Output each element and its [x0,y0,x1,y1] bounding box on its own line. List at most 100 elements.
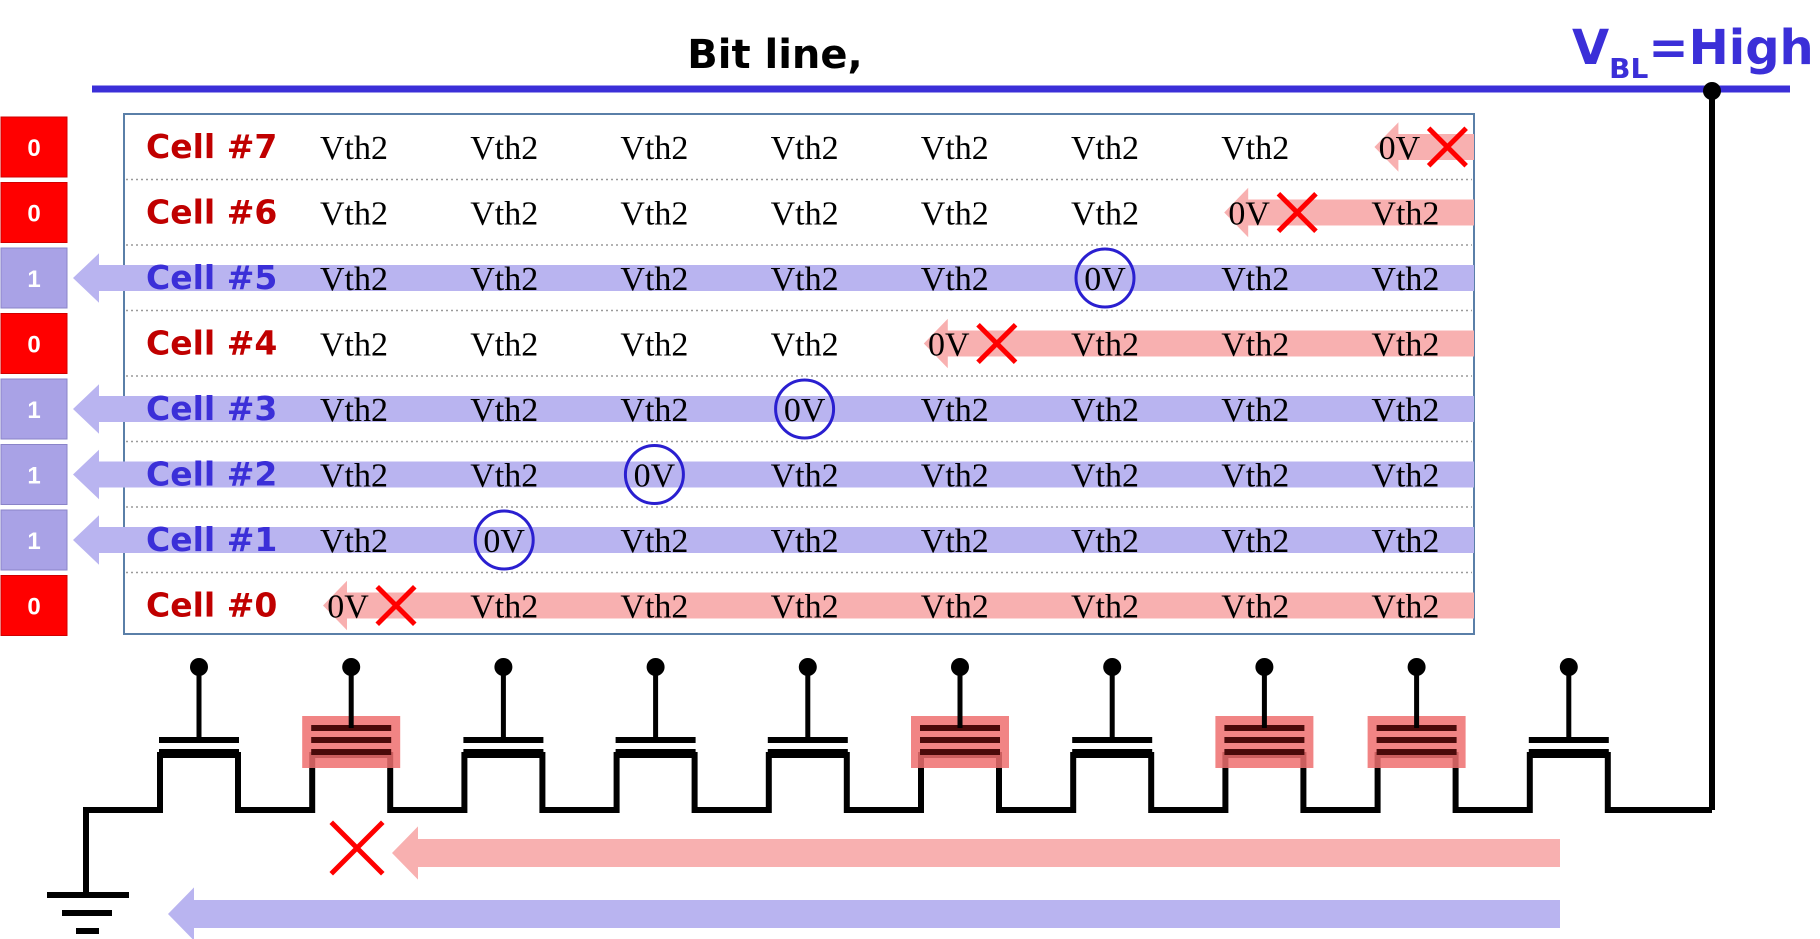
cell-voltage: Vth2 [1371,196,1439,233]
cell-voltage: Vth2 [620,130,688,167]
cell-label: Cell #4 [146,324,277,363]
cell-label: Cell #5 [146,258,277,297]
transistor [159,658,239,755]
cell-voltage: 0V [1379,130,1421,167]
cell-label: Cell #0 [146,586,277,625]
cell-voltage: Vth2 [1221,130,1289,167]
cell-voltage: Vth2 [1071,196,1139,233]
bit-value: 0 [27,594,40,621]
cell-voltage: Vth2 [470,130,538,167]
cell-voltage: Vth2 [1071,523,1139,560]
cell-voltage: Vth2 [470,327,538,364]
transistor [615,658,696,755]
cell-label: Cell #3 [146,389,277,428]
conducting-path-arrow [73,384,1474,434]
cell-voltage: Vth2 [1221,261,1289,298]
conducting-path-arrow [73,449,1474,500]
bit-box: 0 [0,575,68,636]
gate-plate [920,737,1000,743]
bit-value: 1 [27,266,40,293]
bit-box-bg [0,444,68,505]
cell-voltage: Vth2 [1071,458,1139,495]
gate-terminal-dot [190,658,208,676]
cell-voltage: Vth2 [470,196,538,233]
cell-row: Cell #2 Vth2 Vth2 0V Vth2 Vth2 Vth2 Vth2 Vth2 [73,444,1474,505]
cell-voltage: Vth2 [771,196,839,233]
gate-terminal-dot [1255,658,1274,676]
transistor [1528,658,1609,755]
cross-stroke [375,584,417,627]
cell-voltage: Vth2 [320,327,388,364]
bit-box: 0 [0,116,68,178]
bit-box-bg [0,313,68,374]
bit-box: 1 [0,378,68,440]
cell-voltage: Vth2 [1071,589,1139,626]
bit-box-bg [0,509,68,571]
cell-voltage: Vth2 [1221,327,1289,364]
bit-box: 0 [0,313,68,374]
vbl-symbol: V [1572,20,1609,76]
cell-voltage: Vth2 [1371,392,1439,429]
cell-voltage: Vth2 [771,523,839,560]
bit-value: 1 [27,397,40,424]
cell-voltage: Vth2 [771,261,839,298]
cell-voltage: Vth2 [620,327,688,364]
cell-voltage: Vth2 [320,196,388,233]
bit-box-bg [0,378,68,440]
transistor [463,658,544,755]
transistor [1072,658,1153,755]
cell-row: Cell #1 Vth2 0V Vth2 Vth2 Vth2 Vth2 Vth2 Vth2 [73,509,1474,571]
transistor [1215,658,1314,768]
bit-value: 1 [27,528,40,555]
conducting-current-arrow [168,887,1560,939]
gate-plate [1072,749,1153,755]
transistor [911,658,1009,768]
cell-voltage: Vth2 [921,392,989,429]
bit-box: 0 [0,182,68,243]
gate-plate [463,749,544,755]
cell-voltage: Vth2 [320,523,388,560]
gate-plate [1528,749,1609,755]
vbl-subscript: BL [1609,52,1648,85]
cell-voltage: Vth2 [470,589,538,626]
gate-terminal-dot [1103,658,1122,676]
gate-plate [1376,737,1457,743]
cell-voltage: Vth2 [921,261,989,298]
cell-voltage: 0V [1084,261,1126,298]
bit-box-bg [0,116,68,178]
cell-voltage: 0V [483,523,525,560]
blocked-cross-icon [1426,126,1468,168]
bottom-blocked-cross-icon [329,820,385,876]
cell-voltage: Vth2 [1371,589,1439,626]
table-frame [123,113,1475,635]
bottom-current-arrows [168,820,1560,939]
blocked-cross-icon [375,584,417,627]
cell-voltage: Vth2 [470,458,538,495]
selected-cell-circle [623,444,685,505]
cell-voltage: Vth2 [620,392,688,429]
cell-voltage: Vth2 [320,458,388,495]
bit-box: 1 [0,444,68,505]
cell-voltage: Vth2 [1371,458,1439,495]
cell-voltage: Vth2 [921,196,989,233]
bit-line-title: Bit line, [687,32,862,78]
gate-terminal-dot [798,658,817,676]
bit-box-bg [0,575,68,636]
blocked-cross-icon [976,322,1018,365]
selected-cell-circle [774,378,836,440]
gate-plate [1376,749,1457,755]
gate-plate [767,749,848,755]
blocked-path-arrow [323,580,1474,631]
gate-terminal-dot [951,658,969,676]
cell-voltage: Vth2 [1071,327,1139,364]
cell-voltage: Vth2 [620,261,688,298]
conducting-path-arrow [73,253,1474,303]
cell-label: Cell #6 [146,193,277,232]
gate-plate [311,737,392,743]
cell-row: Cell #0 0V Vth2 Vth2 Vth2 Vth2 Vth2 Vth2 Vth2 [146,580,1474,631]
cell-label: Cell #7 [146,127,277,166]
cell-voltage: Vth2 [921,130,989,167]
cell-voltage: Vth2 [771,589,839,626]
cell-voltage: 0V [928,327,970,364]
cell-voltage: Vth2 [1221,589,1289,626]
